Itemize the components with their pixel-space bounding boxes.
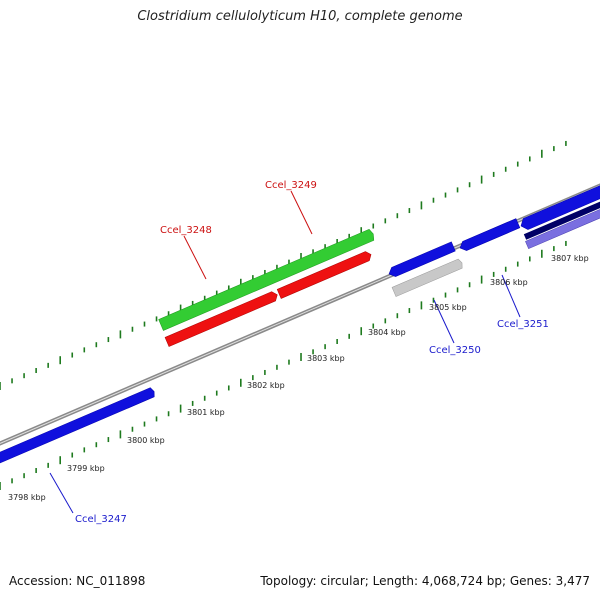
leader-ccel-3250 bbox=[433, 299, 455, 344]
map-title: Clostridium cellulolyticum H10, complete… bbox=[137, 9, 463, 24]
genome-summary-text: Topology: circular; Length: 4,068,724 bp… bbox=[260, 574, 590, 588]
gene-label-ccel-3251[interactable]: Ccel_3251 bbox=[497, 319, 549, 330]
gene-ccel-3251[interactable] bbox=[519, 176, 600, 231]
outer-tick-row bbox=[0, 140, 567, 390]
gene-features bbox=[0, 176, 600, 469]
scale-label-3806: 3806 kbp bbox=[490, 278, 528, 287]
scale-label-3807: 3807 kbp bbox=[551, 254, 589, 263]
scale-label-3805: 3805 kbp bbox=[429, 303, 467, 312]
gene-labels: Ccel_3247 Ccel_3248 Ccel_3249 Ccel_3250 … bbox=[75, 180, 549, 525]
scale-label-3801: 3801 kbp bbox=[187, 408, 225, 417]
scale-label-3803: 3803 kbp bbox=[307, 354, 345, 363]
scale-label-3798: 3798 kbp bbox=[8, 493, 46, 502]
genome-backbone bbox=[0, 183, 600, 446]
leader-ccel-3251 bbox=[501, 274, 521, 318]
scale-label-3800: 3800 kbp bbox=[127, 436, 165, 445]
gene-blue-3806[interactable] bbox=[458, 218, 521, 253]
gene-label-ccel-3250[interactable]: Ccel_3250 bbox=[429, 345, 481, 356]
scale-label-3804: 3804 kbp bbox=[368, 328, 406, 337]
gene-ccel-3250[interactable] bbox=[391, 258, 464, 297]
gene-purple-3807[interactable] bbox=[525, 197, 600, 250]
scale-labels: 3798 kbp 3799 kbp 3800 kbp 3801 kbp 3802… bbox=[8, 254, 589, 502]
leader-ccel-3249 bbox=[290, 190, 313, 235]
scale-label-3802: 3802 kbp bbox=[247, 381, 285, 390]
gene-ccel-3248[interactable] bbox=[164, 250, 373, 347]
scale-label-3799: 3799 kbp bbox=[67, 464, 105, 473]
leader-ccel-3248 bbox=[183, 235, 207, 280]
inner-tick-row bbox=[0, 240, 567, 490]
gene-blue-3805[interactable] bbox=[387, 241, 456, 279]
label-leader-lines bbox=[49, 190, 521, 514]
leader-ccel-3247 bbox=[49, 472, 74, 514]
gene-ccel-3249[interactable] bbox=[158, 228, 376, 331]
gene-label-ccel-3247[interactable]: Ccel_3247 bbox=[75, 514, 127, 525]
gene-label-ccel-3248[interactable]: Ccel_3248 bbox=[160, 225, 212, 236]
gene-dark-3807[interactable] bbox=[523, 190, 600, 240]
gene-ccel-3247[interactable] bbox=[0, 387, 156, 469]
accession-text: Accession: NC_011898 bbox=[9, 574, 146, 588]
gene-label-ccel-3249[interactable]: Ccel_3249 bbox=[265, 180, 317, 191]
